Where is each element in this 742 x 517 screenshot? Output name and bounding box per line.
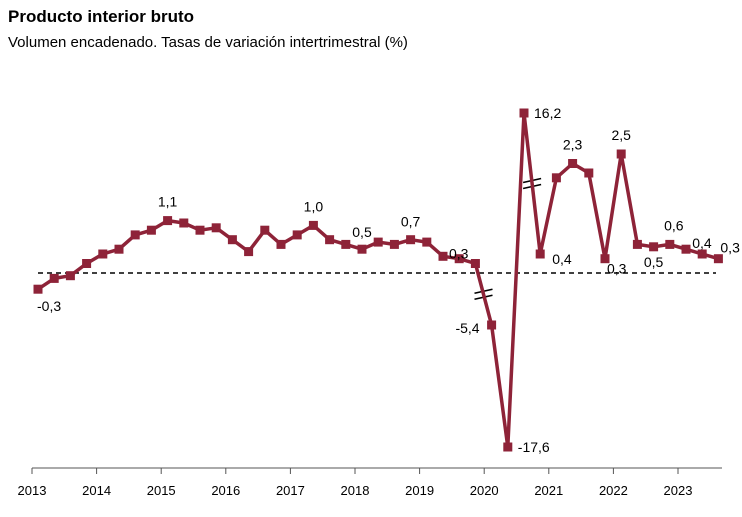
data-point [292, 230, 302, 240]
data-point [568, 159, 578, 168]
data-label: 0,3 [607, 261, 627, 277]
data-point [681, 244, 691, 254]
x-tick-label: 2023 [664, 483, 693, 498]
data-point [697, 249, 707, 259]
data-point [503, 442, 513, 452]
data-point [146, 225, 156, 235]
data-point [244, 247, 254, 257]
chart-subtitle: Volumen encadenado. Tasas de variación i… [8, 34, 408, 51]
data-label: 0,3 [720, 240, 740, 256]
data-label: 2,3 [563, 137, 583, 153]
data-point [49, 273, 59, 283]
x-tick-label: 2013 [18, 483, 47, 498]
data-point [422, 237, 432, 247]
data-point [276, 239, 286, 249]
data-label: 2,5 [611, 127, 631, 143]
data-point [519, 108, 529, 118]
data-point [713, 254, 723, 264]
data-point [649, 242, 659, 252]
data-point [373, 237, 383, 247]
data-label: 0,5 [352, 224, 372, 240]
data-label: -0,3 [37, 298, 61, 314]
data-point [65, 271, 75, 281]
x-tick-label: 2016 [211, 483, 240, 498]
data-point [179, 218, 189, 228]
x-tick-label: 2021 [534, 483, 563, 498]
data-point [325, 235, 335, 245]
x-axis-ticks: 2013 2014 2015 2016 2017 2018 2019 2020 2021 2022… [18, 468, 693, 498]
data-label: 0,3 [449, 245, 469, 261]
data-point [616, 149, 626, 159]
axis-breaks [474, 177, 542, 301]
data-point [665, 239, 675, 249]
data-label: 0,4 [552, 251, 572, 267]
data-point [130, 230, 140, 240]
x-tick-label: 2022 [599, 483, 628, 498]
x-tick-label: 2018 [341, 483, 370, 498]
data-label: 0,4 [692, 235, 712, 251]
x-tick-label: 2019 [405, 483, 434, 498]
data-point [211, 223, 221, 233]
chart-title: Producto interior bruto [8, 7, 195, 26]
data-point [454, 254, 464, 264]
x-tick-label: 2015 [147, 483, 176, 498]
data-point [33, 284, 43, 294]
data-point [308, 220, 318, 230]
data-labels: -0,3 1,1 1,0 0,5 0,7 0,3 -5,4 -17,6 16,2 0,4 2,3 0,… [37, 105, 740, 455]
data-point [260, 225, 270, 235]
data-label: 0,7 [401, 214, 421, 230]
data-point [438, 251, 448, 261]
series-line-pib [37, 111, 719, 449]
data-point [389, 239, 399, 249]
data-point [551, 173, 561, 183]
data-point-markers [33, 108, 723, 452]
data-label: 16,2 [534, 105, 561, 121]
data-point [632, 239, 642, 249]
data-point [227, 235, 237, 245]
data-point [470, 259, 480, 268]
data-point [114, 244, 124, 254]
data-label: -17,6 [518, 439, 550, 455]
x-tick-label: 2020 [470, 483, 499, 498]
data-label: 1,0 [304, 198, 324, 214]
x-tick-label: 2017 [276, 483, 305, 498]
data-point [357, 244, 367, 254]
data-label: 1,1 [158, 194, 178, 210]
data-point [487, 320, 497, 330]
data-point [163, 216, 173, 226]
data-point [341, 239, 351, 249]
x-tick-label: 2014 [82, 483, 111, 498]
data-point [584, 168, 594, 178]
data-label: 0,6 [664, 217, 684, 233]
data-point [82, 259, 92, 268]
data-label: 0,5 [644, 254, 664, 270]
data-point [406, 235, 416, 245]
data-point [98, 249, 108, 259]
data-point [535, 249, 545, 259]
data-point [195, 225, 205, 235]
data-point [600, 254, 610, 264]
data-label: -5,4 [455, 320, 479, 336]
